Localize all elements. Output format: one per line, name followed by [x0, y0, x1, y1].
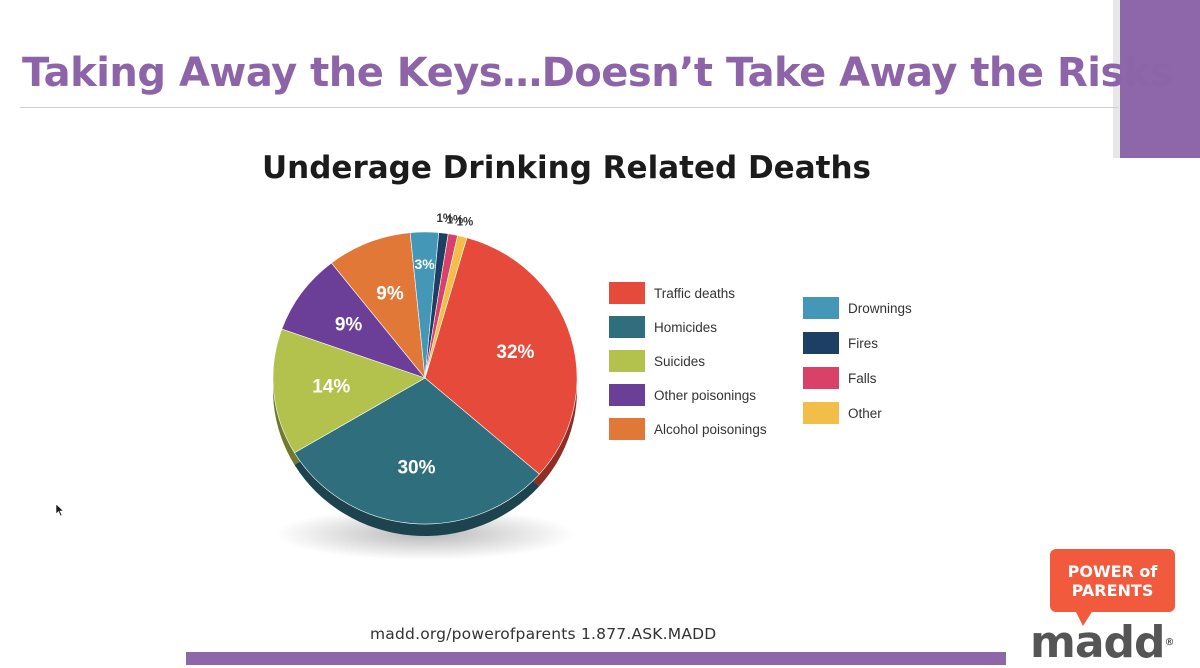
pie-slice-other [424, 235, 468, 379]
speech-bubble-tail [1075, 610, 1093, 626]
legend-label: Suicides [654, 353, 706, 369]
chart-title: Underage Drinking Related Deaths [262, 150, 871, 186]
legend-item: Drownings [803, 297, 912, 319]
corner-accent-block [1120, 0, 1200, 158]
legend-label: Alcohol poisonings [654, 421, 767, 437]
legend-swatch [609, 418, 645, 440]
legend-label: Homicides [654, 319, 718, 335]
pie-slice-suicides [272, 328, 426, 454]
legend-item: Other [803, 402, 882, 424]
legend-label: Other poisonings [654, 387, 757, 403]
legend-item: Other poisonings [609, 384, 756, 406]
legend-label: Drownings [848, 300, 912, 316]
legend-swatch [609, 350, 645, 372]
title-divider [20, 107, 1118, 108]
badge-line-2: PARENTS [1071, 580, 1154, 600]
data-label-falls: 1% [447, 214, 464, 226]
legend-swatch [803, 297, 839, 319]
legend-swatch [609, 316, 645, 338]
data-label-fires: 1% [437, 213, 454, 225]
legend-swatch [803, 367, 839, 389]
data-label-traffic-deaths: 32% [496, 342, 534, 363]
legend-swatch [609, 282, 645, 304]
pie-slice-alcohol-poisonings [330, 232, 426, 379]
legend-item: Suicides [609, 350, 705, 372]
legend-swatch [803, 402, 839, 424]
madd-logo-text: madd [1030, 617, 1166, 668]
data-label-homicides: 30% [397, 458, 435, 479]
legend-item: Homicides [609, 316, 717, 338]
legend-item: Alcohol poisonings [609, 418, 767, 440]
mouse-cursor-icon [56, 504, 64, 516]
legend-swatch [803, 332, 839, 354]
legend-label: Fires [848, 335, 878, 351]
legend-label: Other [848, 405, 882, 421]
footer-accent-bar [186, 652, 1006, 665]
pie-slice-traffic-deaths [424, 237, 578, 475]
legend-item: Fires [803, 332, 878, 354]
legend-swatch [609, 384, 645, 406]
registered-mark: ® [1164, 637, 1175, 648]
power-of-parents-logo: POWER of PARENTS [1050, 549, 1175, 612]
legend-label: Falls [848, 370, 877, 386]
data-label-other: 1% [457, 217, 474, 229]
legend-item: Falls [803, 367, 877, 389]
legend-item: Traffic deaths [609, 282, 735, 304]
footer-contact-text: madd.org/powerofparents 1.877.ASK.MADD [370, 625, 717, 643]
badge-line-1: POWER of [1067, 561, 1158, 581]
data-label-drownings: 3% [414, 256, 435, 272]
legend-label: Traffic deaths [654, 285, 736, 301]
madd-logo: madd® [1030, 618, 1175, 668]
data-label-other-poisonings: 9% [335, 315, 363, 336]
pie-slice-other-poisonings [281, 262, 426, 379]
slide-title: Taking Away the Keys…Doesn’t Take Away t… [22, 50, 1174, 96]
data-label-suicides: 14% [312, 376, 350, 397]
pie-slice-homicides [294, 377, 540, 525]
data-label-alcohol-poisonings: 9% [376, 283, 404, 304]
corner-accent-strip [1113, 0, 1120, 158]
